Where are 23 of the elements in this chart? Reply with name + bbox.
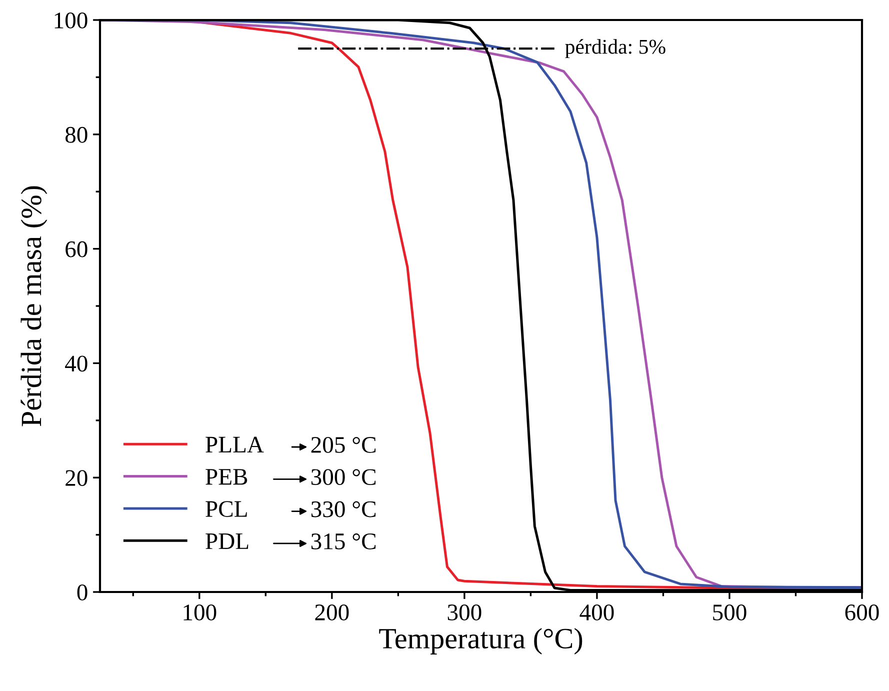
legend-label: PDL [206, 533, 248, 549]
legend-label: PEB [206, 469, 248, 485]
x-tick-label: 500 [713, 604, 746, 620]
x-tick-label: 200 [315, 604, 349, 620]
y-tick-label: 0 [77, 584, 88, 600]
y-tick-label: 60 [66, 241, 88, 258]
y-tick-label: 100 [54, 12, 88, 28]
annotation: 300 °C [311, 469, 376, 486]
annotation: 205 °C [311, 436, 376, 453]
x-tick-label: 600 [845, 604, 879, 620]
legend-label: PLLA [206, 436, 264, 452]
x-tick-label: 400 [580, 604, 614, 620]
annotation: 315 °C [311, 533, 376, 550]
annotation: 330 °C [311, 501, 376, 518]
y-tick-label: 20 [66, 470, 88, 486]
x-axis-title: Temperatura (°C) [379, 628, 582, 654]
y-axis-title: Pérdida de masa (%) [20, 186, 48, 426]
annotation: pérdida: 5% [565, 39, 666, 58]
x-tick-label: 300 [448, 604, 482, 620]
y-tick-label: 80 [65, 126, 88, 143]
legend-label: PCL [206, 501, 247, 517]
y-tick-label: 40 [65, 356, 88, 372]
x-tick-label: 100 [184, 604, 216, 620]
